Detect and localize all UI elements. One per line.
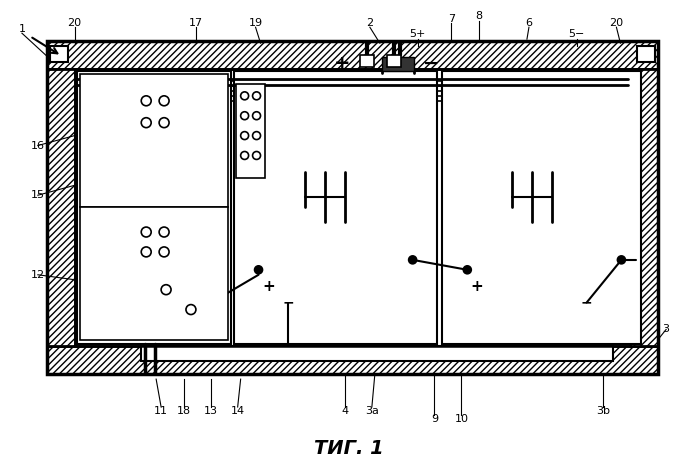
Text: 16: 16 bbox=[31, 141, 45, 151]
Bar bbox=[80, 207, 228, 340]
Bar bbox=[637, 46, 655, 62]
Circle shape bbox=[159, 227, 169, 237]
Bar bbox=[360, 55, 374, 67]
Circle shape bbox=[186, 304, 196, 314]
Circle shape bbox=[617, 256, 626, 264]
Bar bbox=[47, 346, 658, 374]
Text: 2: 2 bbox=[366, 18, 373, 28]
Circle shape bbox=[252, 152, 261, 160]
Bar bbox=[47, 41, 658, 374]
Bar bbox=[382, 57, 414, 71]
Text: +: + bbox=[334, 53, 350, 73]
Text: 8: 8 bbox=[475, 11, 483, 21]
Text: 11: 11 bbox=[154, 406, 168, 416]
Text: 1: 1 bbox=[18, 24, 25, 34]
Circle shape bbox=[240, 152, 249, 160]
Text: 3: 3 bbox=[663, 324, 670, 335]
Text: −: − bbox=[581, 295, 593, 310]
Text: 6: 6 bbox=[526, 18, 533, 28]
Circle shape bbox=[159, 96, 169, 106]
Circle shape bbox=[252, 92, 261, 100]
Text: 13: 13 bbox=[204, 406, 218, 416]
Bar bbox=[80, 74, 228, 207]
Text: −: − bbox=[282, 295, 294, 310]
Circle shape bbox=[252, 132, 261, 140]
Circle shape bbox=[141, 96, 151, 106]
Circle shape bbox=[240, 132, 249, 140]
Circle shape bbox=[141, 227, 151, 237]
Bar bbox=[387, 55, 401, 67]
Bar bbox=[50, 46, 68, 62]
Text: +: + bbox=[262, 279, 275, 294]
Bar bbox=[141, 346, 614, 361]
Circle shape bbox=[252, 112, 261, 120]
Circle shape bbox=[463, 266, 471, 274]
Text: 15: 15 bbox=[31, 190, 45, 200]
Bar bbox=[630, 69, 658, 346]
Bar bbox=[233, 71, 438, 345]
Circle shape bbox=[159, 118, 169, 127]
Circle shape bbox=[141, 118, 151, 127]
Text: 19: 19 bbox=[248, 18, 263, 28]
Bar bbox=[47, 69, 75, 346]
Circle shape bbox=[161, 285, 171, 295]
Bar bbox=[75, 69, 630, 346]
Text: ΤИГ. 1: ΤИГ. 1 bbox=[314, 439, 384, 458]
Bar bbox=[47, 41, 658, 69]
Text: 18: 18 bbox=[177, 406, 191, 416]
Text: 20: 20 bbox=[68, 18, 82, 28]
Text: 5−: 5− bbox=[568, 29, 585, 39]
Text: 3a: 3a bbox=[365, 406, 379, 416]
Circle shape bbox=[240, 112, 249, 120]
Text: −: − bbox=[424, 53, 440, 73]
Text: 4: 4 bbox=[342, 406, 349, 416]
Text: 17: 17 bbox=[189, 18, 203, 28]
Text: 20: 20 bbox=[610, 18, 624, 28]
Circle shape bbox=[240, 92, 249, 100]
Text: 10: 10 bbox=[454, 414, 468, 424]
Text: +: + bbox=[471, 279, 484, 294]
Bar bbox=[236, 84, 266, 178]
Text: 14: 14 bbox=[231, 406, 245, 416]
Text: 5+: 5+ bbox=[410, 29, 426, 39]
Circle shape bbox=[141, 247, 151, 257]
Circle shape bbox=[159, 247, 169, 257]
Bar bbox=[77, 71, 231, 345]
Text: 3b: 3b bbox=[596, 406, 610, 416]
Text: 9: 9 bbox=[431, 414, 438, 424]
Text: 12: 12 bbox=[31, 270, 45, 280]
Circle shape bbox=[254, 266, 263, 274]
Circle shape bbox=[409, 256, 417, 264]
Bar bbox=[75, 69, 630, 346]
Bar bbox=[442, 71, 641, 345]
Text: 7: 7 bbox=[448, 14, 455, 24]
